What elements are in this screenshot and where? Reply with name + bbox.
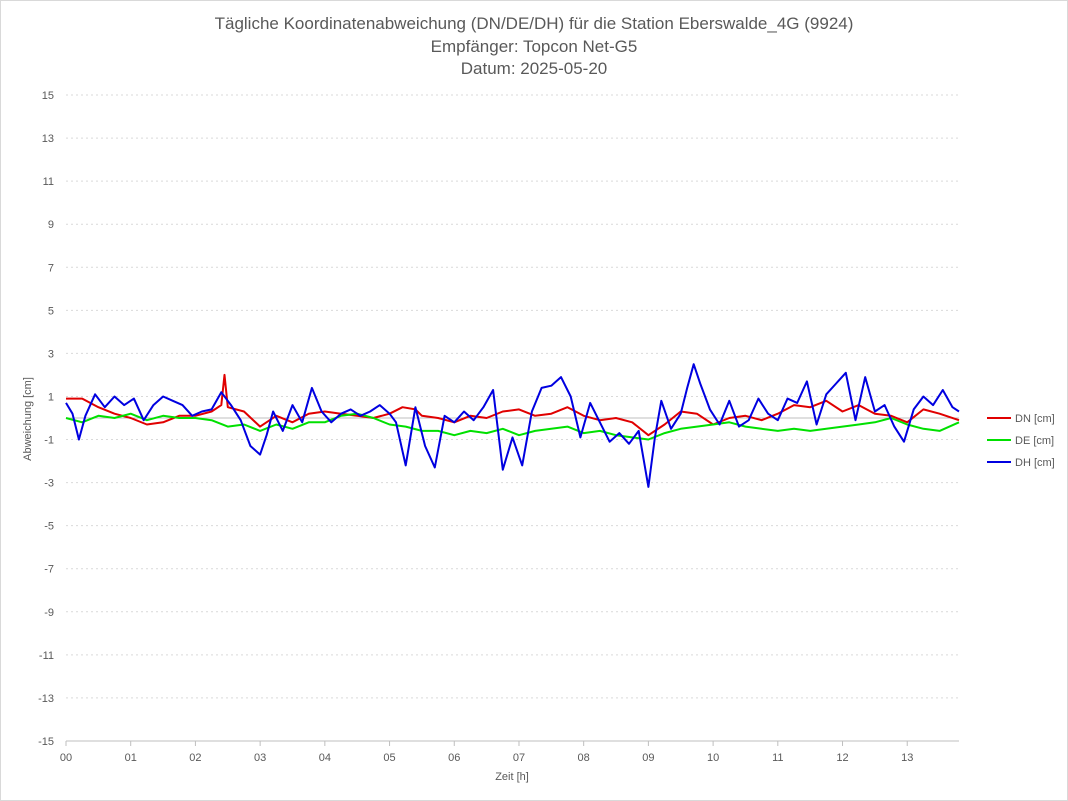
chart-title: Tägliche Koordinatenabweichung (DN/DE/DH…: [215, 14, 854, 78]
x-tick-label: 12: [836, 752, 848, 764]
y-tick-label: -9: [44, 607, 54, 619]
y-tick-label: 15: [42, 90, 54, 102]
x-tick-label: 01: [125, 752, 137, 764]
y-axis-ticks: 15 13 11 9 7 5 3 1 -1 -3 -5 -7 -9 -11 -13 -15: [38, 90, 54, 748]
title-line-3: Datum: 2025-05-20: [461, 59, 607, 78]
y-tick-label: -5: [44, 521, 54, 533]
legend-label: DH [cm]: [1015, 457, 1055, 469]
x-tick-label: 07: [513, 752, 525, 764]
y-tick-label: -7: [44, 564, 54, 576]
title-line-1: Tägliche Koordinatenabweichung (DN/DE/DH…: [215, 14, 854, 33]
x-tick-label: 13: [901, 752, 913, 764]
grid-lines: [66, 94, 959, 742]
y-tick-label: 11: [43, 176, 54, 188]
title-line-2: Empfänger: Topcon Net-G5: [431, 37, 638, 56]
y-tick-label: 9: [48, 219, 54, 231]
x-tick-label: 05: [383, 752, 395, 764]
x-axis-ticks: 00 01 02 03 04 05 06 07 08 09 10 11 12 13: [60, 741, 913, 764]
x-tick-label: 10: [707, 752, 719, 764]
legend: DN [cm] DE [cm] DH [cm]: [987, 413, 1055, 469]
x-tick-label: 00: [60, 752, 72, 764]
y-tick-label: 3: [48, 348, 54, 360]
y-tick-label: 5: [48, 305, 54, 317]
y-tick-label: -13: [38, 693, 54, 705]
series-lines: [65, 363, 960, 488]
x-tick-label: 06: [448, 752, 460, 764]
y-tick-label: 13: [42, 133, 54, 145]
y-tick-label: -3: [44, 478, 54, 490]
legend-label: DE [cm]: [1015, 435, 1054, 447]
x-tick-label: 09: [642, 752, 654, 764]
series-line-dh: [65, 363, 960, 488]
y-tick-label: -1: [44, 435, 54, 447]
x-tick-label: 04: [319, 752, 331, 764]
y-axis-label: Abweichung [cm]: [22, 377, 34, 461]
series-line-de: [65, 412, 960, 441]
legend-label: DN [cm]: [1015, 413, 1055, 425]
x-tick-label: 11: [772, 752, 783, 764]
x-tick-label: 03: [254, 752, 266, 764]
x-tick-label: 08: [578, 752, 590, 764]
y-tick-label: -15: [38, 736, 54, 748]
y-tick-label: 7: [48, 262, 54, 274]
x-tick-label: 02: [189, 752, 201, 764]
y-tick-label: 1: [48, 391, 54, 403]
x-axis-label: Zeit [h]: [495, 771, 529, 783]
y-tick-label: -11: [39, 650, 54, 662]
series-line-dn: [66, 373, 960, 437]
